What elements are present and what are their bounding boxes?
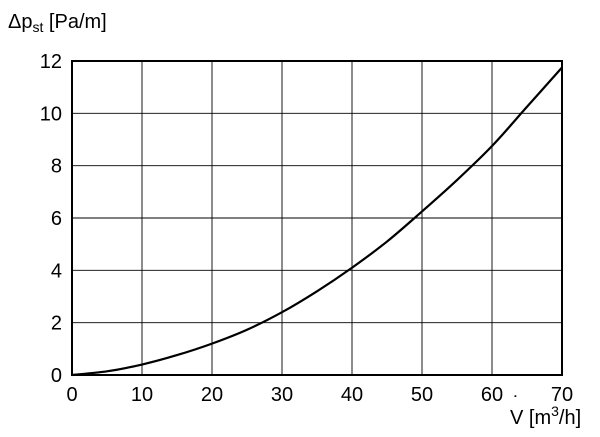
x-tick-label: 30: [271, 384, 293, 406]
x-axis-label-unit-pre: [m: [523, 407, 551, 429]
y-axis-label-unit: [Pa/m]: [43, 11, 106, 33]
x-tick-label: 40: [341, 384, 363, 406]
x-tick-label: 60: [481, 384, 503, 406]
y-tick-label: 12: [40, 51, 62, 73]
x-tick-labels: 0 10 20 30 40 50 60 70: [66, 384, 573, 406]
grid-lines: [71, 60, 563, 376]
x-axis-label: V [m3/h]: [510, 403, 581, 429]
y-axis-label: Δpst [Pa/m]: [8, 11, 107, 35]
x-axis-label-base: V: [510, 407, 524, 429]
plot-frame: [71, 60, 563, 376]
x-tick-label: 50: [411, 384, 433, 406]
y-tick-label: 8: [51, 156, 62, 178]
data-points: [70, 66, 564, 377]
x-axis-label-dot: ˙: [513, 393, 520, 415]
y-tick-label: 10: [40, 103, 62, 125]
y-tick-label: 0: [51, 365, 62, 387]
y-tick-label: 6: [51, 208, 62, 230]
y-tick-label: 2: [51, 313, 62, 335]
x-tick-label: 70: [551, 384, 573, 406]
x-tick-label: 10: [131, 384, 153, 406]
x-tick-label: 20: [201, 384, 223, 406]
y-tick-labels: 0 2 4 6 8 10 12: [40, 51, 62, 387]
x-tick-label: 0: [66, 384, 77, 406]
x-axis-label-sup: 3: [551, 403, 559, 419]
y-axis-label-base: Δp: [8, 11, 32, 33]
y-axis-label-sub: st: [32, 19, 43, 35]
x-axis-label-unit-post: /h]: [559, 407, 581, 429]
series-line: [71, 66, 563, 377]
y-tick-label: 4: [51, 260, 62, 282]
